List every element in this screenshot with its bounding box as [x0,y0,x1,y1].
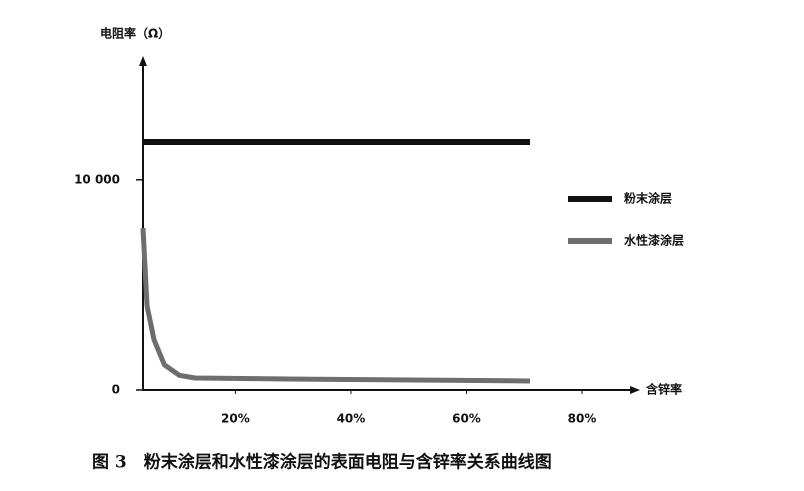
x-arrow [630,386,640,394]
legend-label: 水性漆涂层 [624,233,684,248]
x-axis-label: 含锌率 [646,382,682,397]
series-line [140,228,531,384]
x-tick-label: 20% [221,412,250,426]
y-tick-label: 10 000 [74,172,120,186]
y-axis-label: 电阻率（Ω） [100,26,170,41]
x-tick-label: 80% [568,412,597,426]
x-tick-label: 40% [337,412,366,426]
y-arrow [139,56,147,66]
y-tick-label: 0 [112,383,120,397]
x-tick-label: 60% [452,412,481,426]
legend-label: 粉末涂层 [624,191,672,206]
caption: 图 3 粉末涂层和水性漆涂层的表面电阻与含锌率关系曲线图 [92,452,552,473]
